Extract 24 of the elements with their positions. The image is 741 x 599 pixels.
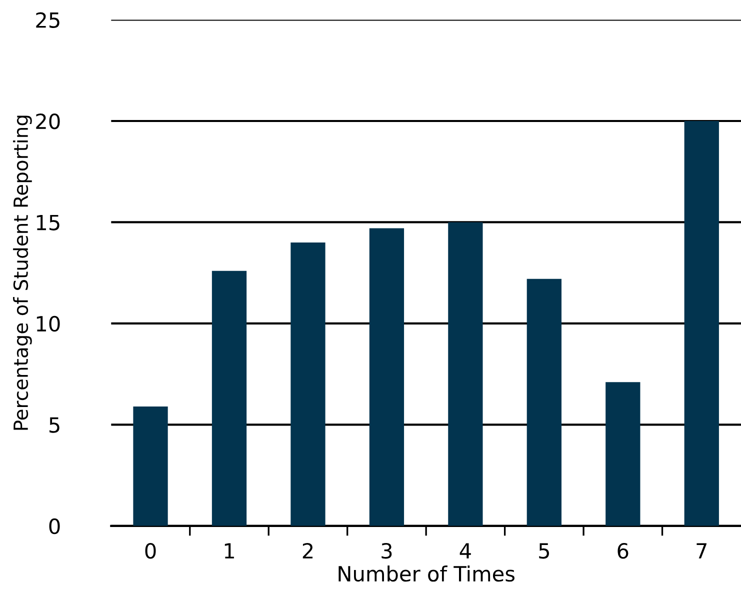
bar <box>369 228 404 526</box>
bar <box>448 222 483 526</box>
bar <box>212 270 247 526</box>
y-tick-label: 15 <box>36 214 60 230</box>
bar <box>133 406 168 526</box>
bar <box>684 121 719 526</box>
x-tick-label: 7 <box>696 543 706 558</box>
x-tick-label: 1 <box>224 543 234 558</box>
y-tick-label: 5 <box>50 417 60 433</box>
bar <box>290 242 326 526</box>
y-axis-title: Percentage of Student Reporting <box>13 116 32 430</box>
y-tick-label: 25 <box>36 12 60 28</box>
x-tick-label: 0 <box>145 542 156 559</box>
x-tick-label: 6 <box>618 542 628 559</box>
x-tick-label: 2 <box>302 542 313 558</box>
y-tick-label: 10 <box>36 316 60 332</box>
x-tick-label: 5 <box>539 543 549 559</box>
y-tick-label: 0 <box>49 518 60 534</box>
x-tick-label: 3 <box>382 542 392 559</box>
bar <box>606 382 640 526</box>
bar <box>526 278 562 526</box>
y-tick-label: 20 <box>36 113 60 130</box>
x-tick-label: 4 <box>460 543 471 558</box>
x-axis-title: Number of Times <box>338 566 514 582</box>
